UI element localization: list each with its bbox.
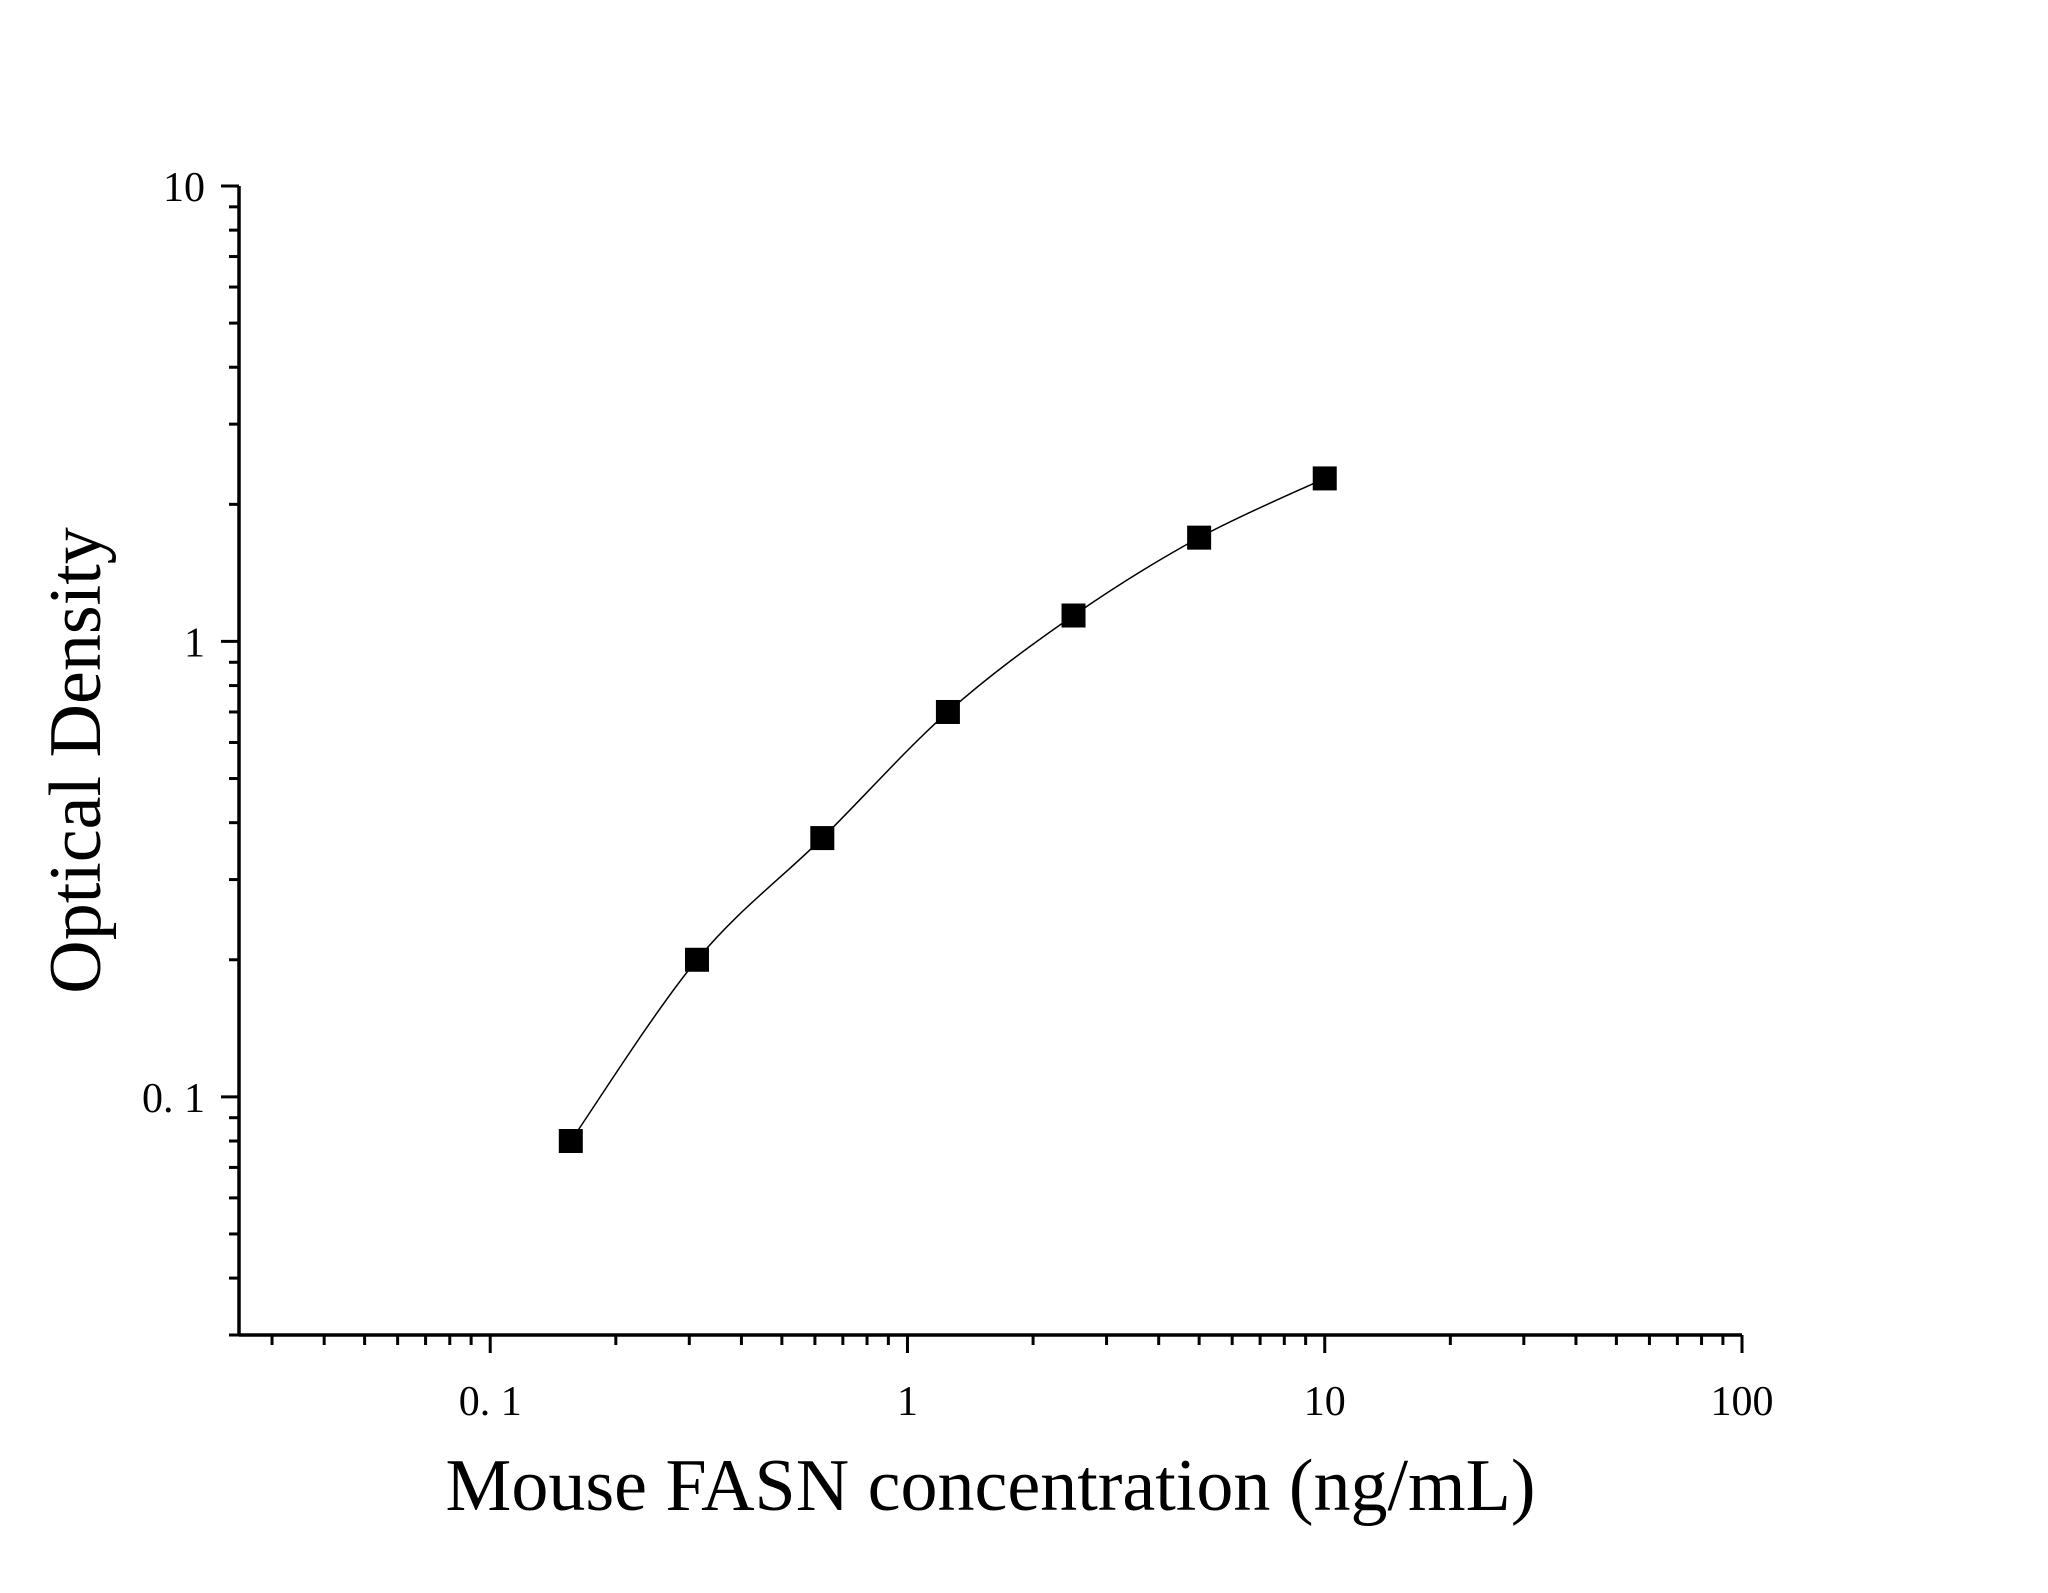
x-tick-label: 0. 1 (459, 1379, 522, 1425)
data-point (935, 699, 960, 724)
data-point (558, 1129, 583, 1154)
y-ticks: 0. 1 1 10 (142, 165, 239, 1337)
data-point (1061, 603, 1086, 628)
data-points (558, 466, 1337, 1154)
fit-curve (570, 477, 1326, 1142)
x-tick-label: 10 (1304, 1379, 1346, 1425)
data-point (1187, 525, 1212, 550)
x-ticks: 0. 1 1 10 100 (270, 1335, 1774, 1425)
y-tick-label: 0. 1 (142, 1076, 205, 1122)
x-tick-label: 100 (1711, 1379, 1774, 1425)
data-point (684, 947, 709, 972)
data-point (810, 826, 835, 851)
data-point (1312, 466, 1337, 491)
y-axis-title: Optical Density (35, 527, 117, 994)
y-tick-label: 10 (163, 165, 205, 211)
y-tick-label: 1 (184, 620, 205, 666)
axes (237, 186, 1742, 1337)
x-axis-title: Mouse FASN concentration (ng/mL) (446, 1445, 1536, 1527)
x-tick-label: 1 (897, 1379, 918, 1425)
